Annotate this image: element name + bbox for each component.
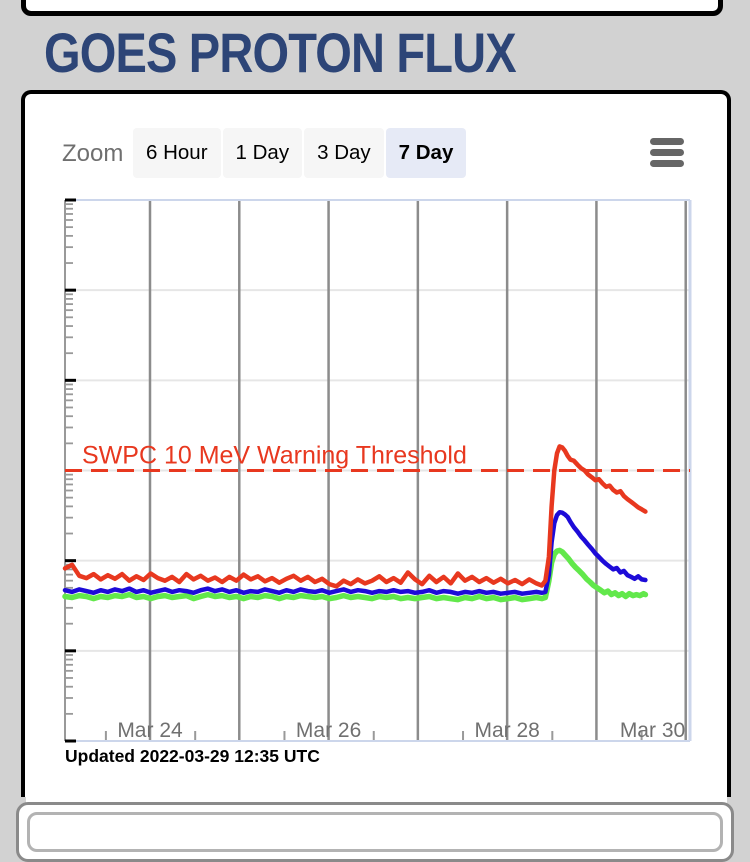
zoom-button-1-day[interactable]: 1 Day	[222, 128, 303, 178]
zoom-button-7-day[interactable]: 7 Day	[385, 128, 467, 178]
updated-timestamp: Updated 2022-03-29 12:35 UTC	[65, 746, 320, 766]
chart-toolbar: Zoom 6 Hour 1 Day 3 Day 7 Day	[25, 128, 727, 182]
next-panel-inner	[27, 812, 723, 852]
blue-line	[62, 509, 648, 596]
x-axis-label: Mar 24	[117, 719, 183, 742]
threshold-label: SWPC 10 MeV Warning Threshold	[82, 442, 467, 470]
x-axis-label: Mar 26	[296, 719, 361, 742]
next-panel-partial	[16, 802, 734, 862]
hamburger-menu-icon[interactable]	[650, 138, 684, 167]
zoom-button-6-hour[interactable]: 6 Hour	[133, 128, 221, 178]
x-axis-label: Mar 30	[620, 719, 685, 742]
red-line	[62, 444, 648, 589]
zoom-label: Zoom	[62, 140, 124, 167]
zoom-range-buttons: 6 Hour 1 Day 3 Day 7 Day	[133, 128, 468, 178]
green-line	[62, 547, 649, 603]
proton-flux-panel: Zoom 6 Hour 1 Day 3 Day 7 Day SWPC 10 MeV W…	[21, 90, 731, 797]
previous-panel-edge	[21, 0, 723, 16]
page-title: GOES PROTON FLUX	[44, 21, 517, 84]
x-axis-label: Mar 28	[474, 719, 539, 742]
zoom-button-3-day[interactable]: 3 Day	[304, 128, 384, 178]
proton-flux-chart[interactable]: SWPC 10 MeV Warning Threshold Mar 24 Mar 2…	[40, 192, 700, 752]
